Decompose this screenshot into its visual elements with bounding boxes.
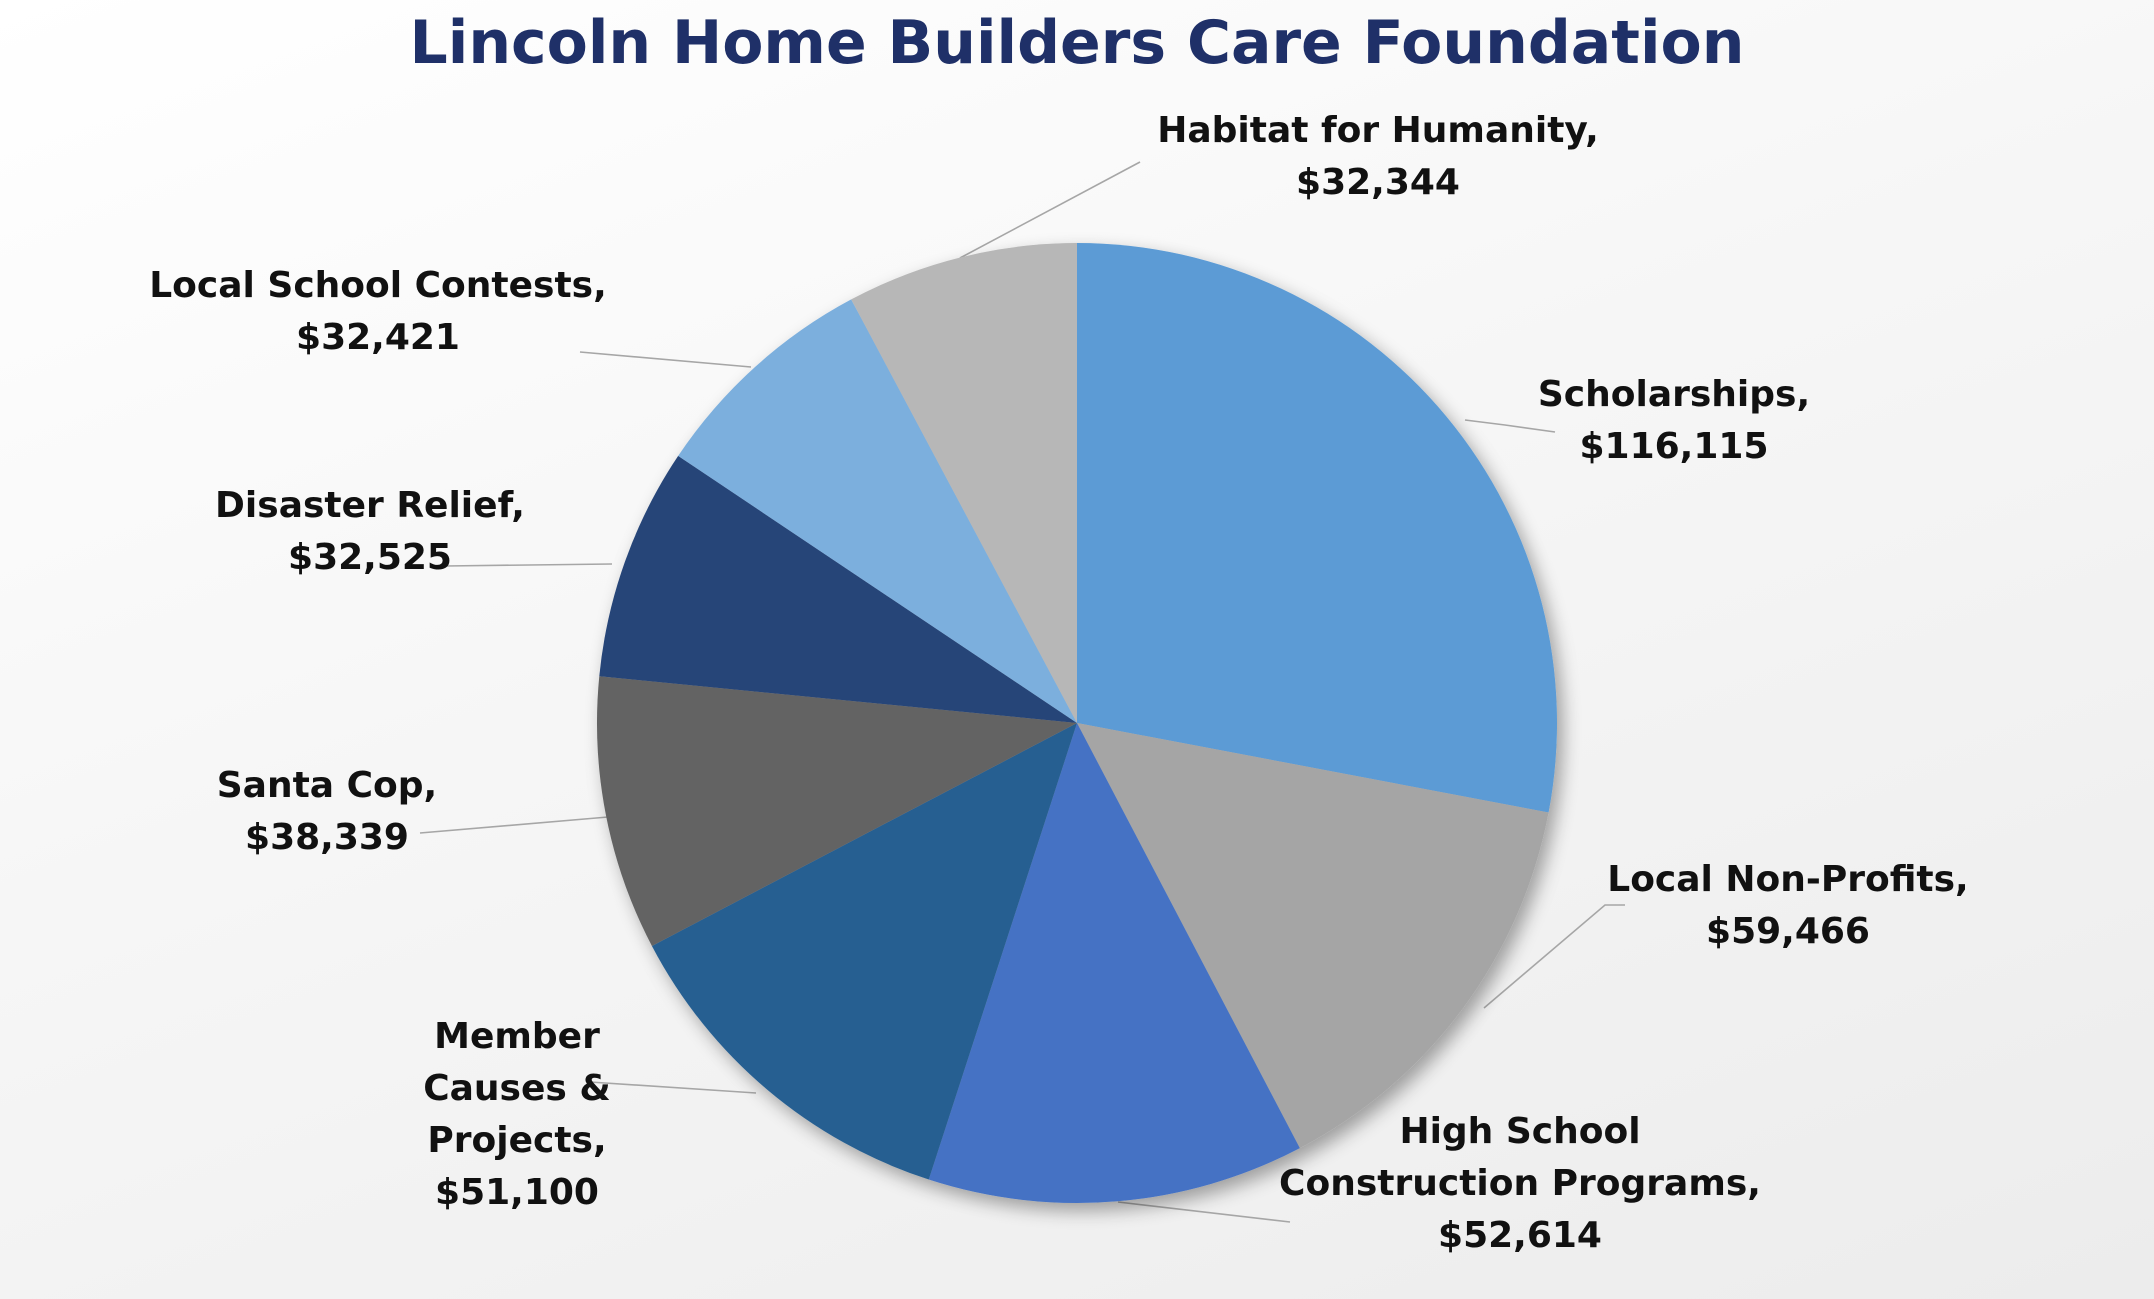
- slice-label-6: Disaster Relief, $32,525: [215, 485, 525, 578]
- slice-value: $116,115: [1579, 426, 1768, 467]
- slice-value: $32,421: [296, 317, 460, 358]
- slice-label-5: Santa Cop, $38,339: [217, 765, 437, 858]
- slice-label-3: High School Construction Programs, $52,614: [1279, 1111, 1761, 1256]
- slice-name: Disaster Relief,: [215, 485, 525, 526]
- slice-label-4: Member Causes & Projects, $51,100: [423, 1016, 611, 1213]
- slice-value: $38,339: [245, 817, 409, 858]
- leader-line-4: [589, 1081, 757, 1094]
- pie-slice-7: [678, 299, 1077, 723]
- leader-line-2: [1483, 904, 1625, 1009]
- pie-slice-6: [599, 455, 1077, 723]
- pie-slices: [597, 243, 1557, 1204]
- leader-line-6: [444, 563, 613, 567]
- leader-line-3: [1117, 1201, 1291, 1223]
- slice-name: Santa Cop,: [217, 765, 437, 806]
- leader-line-1: [1464, 419, 1556, 433]
- leader-line-5: [419, 816, 609, 834]
- slice-name: Projects,: [427, 1120, 606, 1161]
- slice-value: $32,525: [288, 537, 452, 578]
- slice-name: Construction Programs,: [1279, 1163, 1761, 1204]
- slice-name: Member: [434, 1016, 600, 1057]
- slice-label-8: Habitat for Humanity, $32,344: [1157, 110, 1599, 203]
- pie-slice-2: [1077, 723, 1549, 1149]
- slice-name: Scholarships,: [1538, 374, 1810, 415]
- slice-value: $52,614: [1438, 1215, 1602, 1256]
- slice-name: Habitat for Humanity,: [1157, 110, 1599, 151]
- slice-labels: Scholarships, $116,115 Local Non-Profits, $…: [149, 110, 1969, 1256]
- leader-line-7: [579, 351, 752, 368]
- pie-slice-4: [651, 723, 1077, 1180]
- slice-name: High School: [1399, 1111, 1640, 1152]
- slice-label-7: Local School Contests, $32,421: [149, 265, 607, 358]
- slice-name: Causes &: [423, 1068, 611, 1109]
- slice-value: $51,100: [435, 1172, 599, 1213]
- pie-slice-3: [928, 723, 1300, 1204]
- slice-label-1: Scholarships, $116,115: [1538, 374, 1810, 467]
- slice-value: $32,344: [1296, 162, 1460, 203]
- slice-name: Local School Contests,: [149, 265, 607, 306]
- leader-line-8: [959, 161, 1141, 259]
- slice-name: Local Non-Profits,: [1607, 859, 1968, 900]
- pie-slice-5: [597, 676, 1077, 946]
- leader-lines: [419, 161, 1625, 1223]
- slice-value: $59,466: [1706, 911, 1870, 952]
- pie-slice-8: [851, 243, 1077, 723]
- chart-title: Lincoln Home Builders Care Foundation: [409, 8, 1745, 78]
- slice-label-2: Local Non-Profits, $59,466: [1607, 859, 1968, 952]
- pie-slice-1: [1077, 243, 1557, 813]
